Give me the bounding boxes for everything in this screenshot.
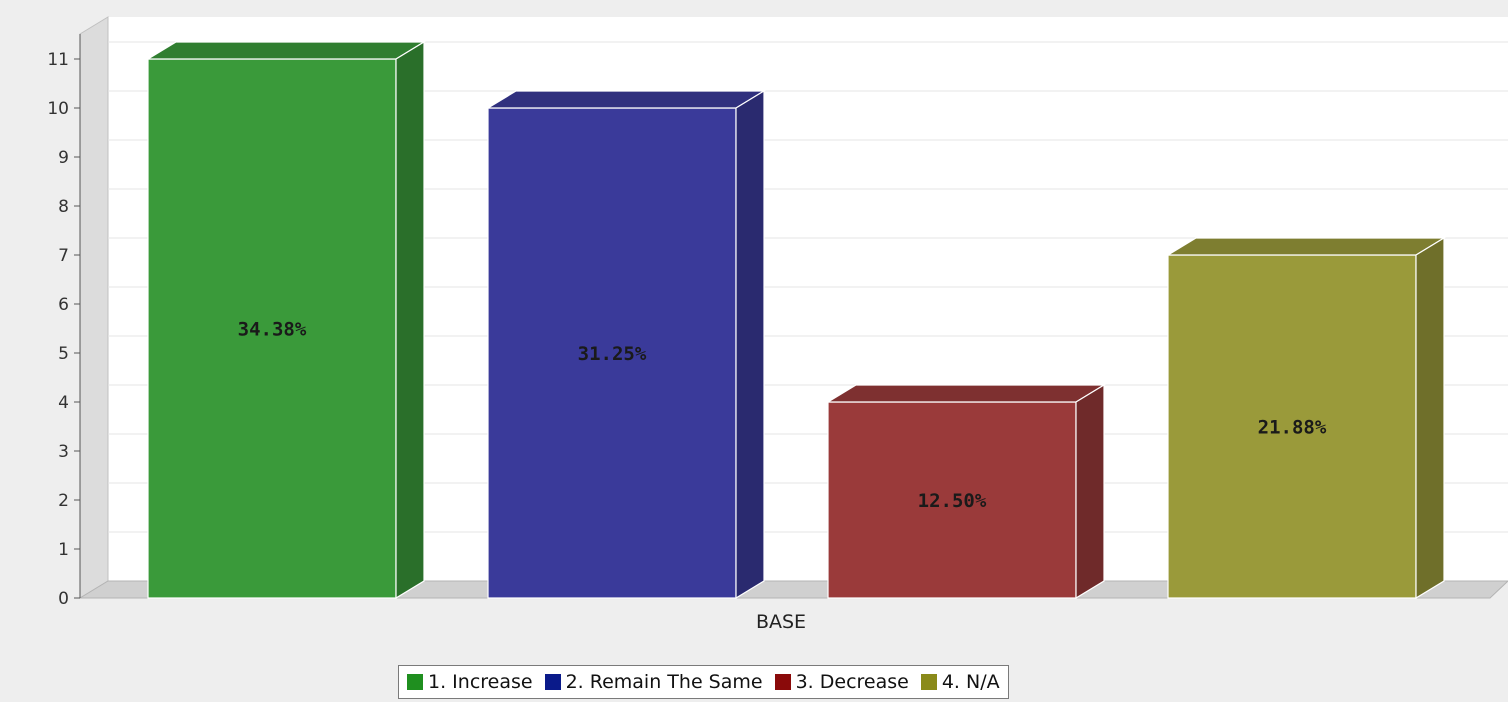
y-tick-label: 8 [58,197,69,217]
bar-top [145,41,427,60]
bar-value-label: 21.88% [1258,417,1327,439]
legend-label: 3. Decrease [795,671,909,693]
plot-side-wall [79,16,109,599]
y-tick-label: 5 [58,344,69,364]
legend: 1. Increase 2. Remain The Same 3. Decrea… [398,665,1009,699]
legend-label: 1. Increase [428,671,533,693]
bar-side [1075,383,1105,600]
y-tick-label: 6 [58,295,69,315]
legend-swatch [774,674,791,690]
bars [145,40,1447,600]
bar-front [487,107,737,599]
bar-side [395,40,425,600]
legend-label: 4. N/A [941,671,1000,693]
bar-side [735,89,765,600]
bar-front [1167,254,1417,599]
bar [485,89,767,600]
y-tick-label: 9 [58,148,69,168]
bar-side [1415,236,1445,600]
y-tick-label: 2 [58,491,69,511]
legend-label: 2. Remain The Same [565,671,763,693]
y-tick-label: 10 [47,99,69,119]
bar-top [1165,237,1447,256]
y-tick-label: 11 [47,50,69,70]
bar-front [147,58,397,599]
bar-top [485,90,767,109]
bar [145,40,427,600]
legend-swatch [544,674,561,690]
y-tick-label: 0 [58,589,69,609]
bar-top [825,384,1107,403]
bar [1165,236,1447,600]
bar-front [827,401,1077,599]
bar-value-label: 31.25% [578,343,647,365]
bar-value-label: 34.38% [238,319,307,341]
legend-item-remain: 2. Remain The Same [544,671,763,693]
bar-value-label: 12.50% [918,490,987,512]
x-axis: BASE [756,611,806,633]
bar [825,383,1107,600]
y-tick-label: 1 [58,540,69,560]
legend-item-na: 4. N/A [920,671,1000,693]
y-tick-label: 4 [58,393,69,413]
legend-item-increase: 1. Increase [407,671,533,693]
category-label: BASE [756,611,806,633]
legend-item-decrease: 3. Decrease [774,671,909,693]
legend-swatch [920,674,937,690]
legend-swatch [407,674,423,690]
y-axis: 0 1 2 3 4 5 6 7 8 9 10 11 [47,34,81,609]
y-tick-label: 3 [58,442,69,462]
data-labels: 34.38% 31.25% 12.50% 21.88% [238,319,1327,513]
y-tick-label: 7 [58,246,69,266]
